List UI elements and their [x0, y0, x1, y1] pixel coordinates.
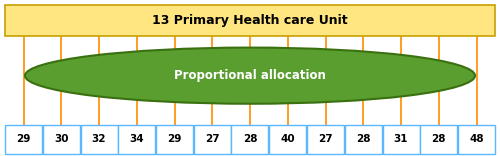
Text: Proportional allocation: Proportional allocation [174, 69, 326, 82]
Text: 48: 48 [469, 134, 484, 144]
FancyBboxPatch shape [5, 125, 42, 154]
Text: 31: 31 [394, 134, 408, 144]
FancyBboxPatch shape [307, 125, 344, 154]
Text: 30: 30 [54, 134, 68, 144]
Ellipse shape [25, 48, 475, 104]
FancyBboxPatch shape [194, 125, 230, 154]
Text: 13 Primary Health care Unit: 13 Primary Health care Unit [152, 14, 348, 27]
FancyBboxPatch shape [458, 125, 495, 154]
FancyBboxPatch shape [269, 125, 306, 154]
Text: 29: 29 [16, 134, 30, 144]
Text: 32: 32 [92, 134, 106, 144]
Text: 27: 27 [205, 134, 220, 144]
FancyBboxPatch shape [42, 125, 80, 154]
FancyBboxPatch shape [118, 125, 155, 154]
FancyBboxPatch shape [80, 125, 118, 154]
Text: 34: 34 [130, 134, 144, 144]
FancyBboxPatch shape [382, 125, 420, 154]
FancyBboxPatch shape [420, 125, 457, 154]
FancyBboxPatch shape [5, 5, 495, 36]
Text: 40: 40 [280, 134, 295, 144]
Text: 28: 28 [432, 134, 446, 144]
FancyBboxPatch shape [156, 125, 193, 154]
Text: 27: 27 [318, 134, 333, 144]
FancyBboxPatch shape [345, 125, 382, 154]
Text: 28: 28 [356, 134, 370, 144]
Text: 28: 28 [242, 134, 257, 144]
Text: 29: 29 [168, 134, 181, 144]
FancyBboxPatch shape [232, 125, 268, 154]
